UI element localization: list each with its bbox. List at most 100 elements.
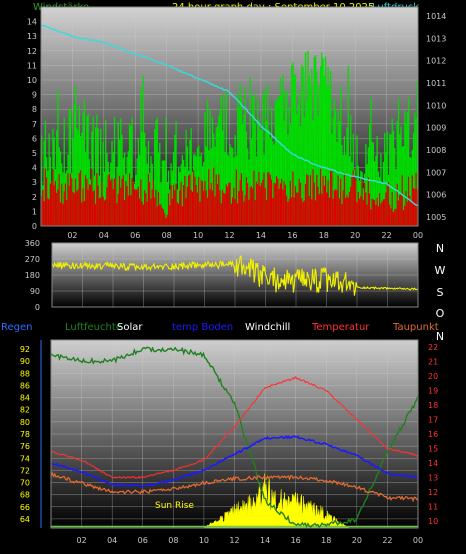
legend-solar: Solar: [117, 322, 143, 333]
humidity-tick-label: 88: [20, 369, 30, 378]
time-axis-ticks-1: 02 04 06 08 10 12 14 16 18 20 22 00: [67, 231, 423, 240]
time-tick-label: 04: [107, 536, 117, 545]
time-tick-label: 00: [413, 231, 423, 240]
series-luftfeuchte: [50, 346, 419, 529]
time-tick-label: 22: [382, 536, 392, 545]
time-tick-label: 22: [381, 231, 391, 240]
compass-label: S: [437, 286, 444, 299]
time-tick-label: 02: [67, 231, 77, 240]
wind-tick-label: 1: [32, 207, 37, 216]
pressure-axis-ticks: 1005 1006 1007 1008 1009 1010 1011 1012 1013 1014: [426, 12, 446, 222]
direction-plot-frame: [51, 242, 419, 308]
time-tick-label: 14: [256, 231, 266, 240]
direction-axis-ticks: 360 270 180 90 0: [25, 239, 40, 312]
time-tick-label: 16: [291, 536, 301, 545]
direction-tick-label: 0: [35, 303, 40, 312]
time-tick-label: 08: [168, 536, 178, 545]
wind-tick-label: 6: [32, 134, 37, 143]
time-tick-label: 10: [193, 231, 203, 240]
pressure-tick-label: 1010: [426, 101, 446, 110]
humidity-tick-label: 92: [20, 345, 30, 354]
compass-label: W: [435, 264, 446, 277]
humidity-tick-label: 68: [20, 491, 30, 500]
time-tick-label: 00: [413, 536, 423, 545]
pressure-tick-label: 1007: [426, 168, 446, 177]
time-axis-ticks-3: 02 04 06 08 10 12 14 16 18 20 22 00: [76, 536, 423, 545]
temperature-tick-label: 13: [428, 473, 438, 482]
pressure-tick-label: 1013: [426, 34, 446, 43]
temperature-tick-label: 12: [428, 488, 438, 497]
temperature-tick-label: 18: [428, 401, 438, 410]
wind-tick-label: 8: [32, 105, 37, 114]
temperature-tick-label: 20: [428, 372, 438, 381]
humidity-tick-label: 84: [20, 394, 30, 403]
time-tick-label: 06: [138, 536, 148, 545]
wind-tick-label: 14: [27, 18, 37, 27]
time-tick-label: 10: [199, 536, 209, 545]
pressure-tick-label: 1006: [426, 191, 446, 200]
temperature-tick-label: 16: [428, 430, 438, 439]
pressure-tick-label: 1012: [426, 57, 446, 66]
time-tick-label: 04: [99, 231, 109, 240]
humidity-tick-label: 64: [20, 515, 30, 524]
legend-humidity: Luftfeuchte: [65, 322, 122, 333]
compass-label: N: [436, 330, 444, 343]
direction-tick-label: 360: [25, 239, 40, 248]
compass-label: N: [436, 242, 444, 255]
time-tick-label: 20: [352, 536, 362, 545]
temperature-tick-label: 15: [428, 444, 438, 453]
time-tick-label: 18: [319, 231, 329, 240]
solar-series: [203, 473, 350, 529]
pressure-tick-label: 1005: [426, 213, 446, 222]
wind-bars: [40, 50, 419, 226]
wind-tick-label: 0: [32, 222, 37, 231]
humidity-tick-label: 66: [20, 503, 30, 512]
wind-tick-label: 3: [32, 178, 37, 187]
direction-series: [51, 255, 419, 296]
solar-area: [51, 473, 418, 529]
wind-tick-label: 11: [27, 61, 37, 70]
time-tick-label: 06: [130, 231, 140, 240]
time-tick-label: 02: [76, 536, 86, 545]
pressure-tick-label: 1011: [426, 79, 446, 88]
humidity-tick-label: 90: [20, 357, 30, 366]
pressure-series: [40, 24, 419, 207]
temperature-axis-ticks: 10 11 12 13 14 15 16 17 18 19 20 21 22: [428, 343, 438, 526]
temperature-tick-label: 17: [428, 416, 438, 425]
humidity-tick-label: 70: [20, 479, 30, 488]
wind-tick-label: 4: [32, 164, 37, 173]
humidity-tick-label: 86: [20, 381, 30, 390]
temperature-tick-label: 10: [428, 517, 438, 526]
direction-line: [51, 255, 419, 296]
series-taupunkt: [50, 471, 419, 503]
temperature-tick-label: 14: [428, 459, 438, 468]
compass-label: O: [436, 307, 445, 320]
pressure-tick-label: 1009: [426, 124, 446, 133]
temperature-lines: [50, 346, 419, 529]
wind-tick-label: 13: [27, 32, 37, 41]
wind-tick-label: 7: [32, 120, 37, 129]
humidity-tick-label: 82: [20, 406, 30, 415]
time-tick-label: 20: [350, 231, 360, 240]
wind-tick-label: 12: [27, 47, 37, 56]
temperature-tick-label: 21: [428, 358, 438, 367]
pressure-tick-label: 1008: [426, 146, 446, 155]
humidity-axis-ticks: 64 66 68 70 72 74 76 78 80 82 84 86 88 90 92: [20, 345, 30, 524]
humidity-tick-label: 78: [20, 430, 30, 439]
temperature-grid: [51, 340, 419, 528]
wind-tick-label: 5: [32, 149, 37, 158]
wind-tick-label: 10: [27, 76, 37, 85]
wind-tick-label: 9: [32, 91, 37, 100]
legend-windchill: Windchill: [245, 322, 290, 333]
legend-temperature: Temperatur: [311, 322, 370, 333]
humidity-tick-label: 72: [20, 466, 30, 475]
time-tick-label: 12: [224, 231, 234, 240]
sun-rise-annotation: Sun Rise: [155, 501, 194, 511]
temperature-plot-frame: [50, 339, 419, 529]
temperature-tick-label: 22: [428, 343, 438, 352]
time-tick-label: 12: [229, 536, 239, 545]
humidity-tick-label: 80: [20, 418, 30, 427]
pressure-line: [40, 24, 419, 207]
